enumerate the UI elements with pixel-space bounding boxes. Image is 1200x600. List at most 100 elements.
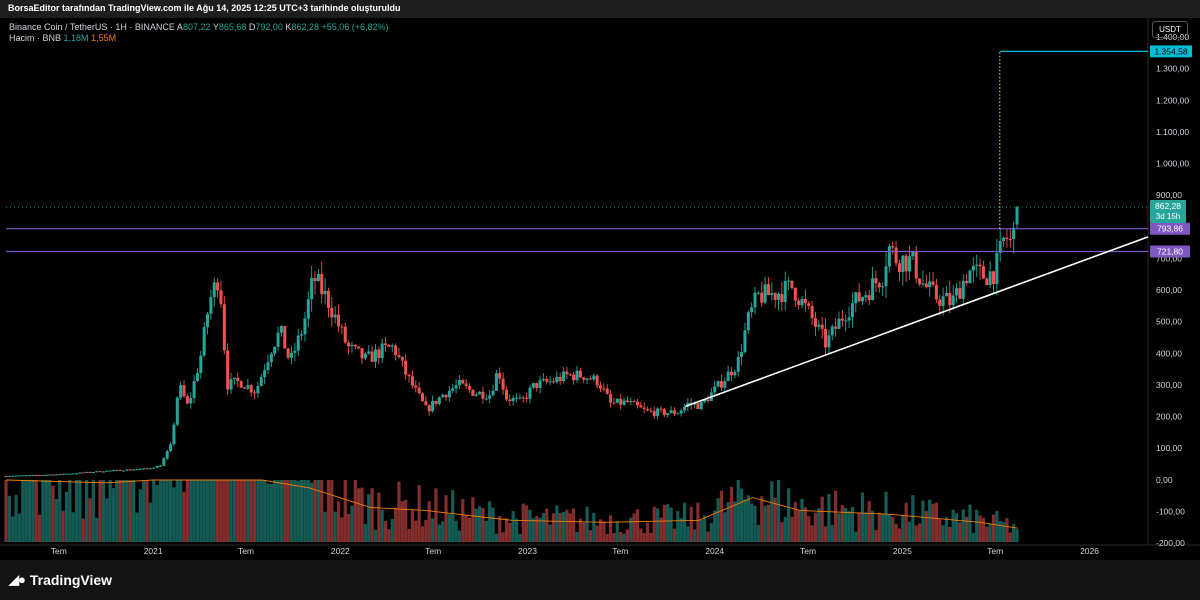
candle-body: [730, 371, 734, 376]
volume-bar: [91, 480, 95, 542]
volume-bar: [202, 480, 206, 542]
candle-body: [777, 293, 781, 300]
volume-bar: [353, 480, 357, 542]
volume-bar: [54, 499, 58, 542]
volume-bar: [81, 518, 85, 542]
candle-body: [971, 265, 975, 271]
candle-body: [793, 287, 797, 301]
volume-bar: [645, 522, 650, 542]
candle-body: [236, 377, 240, 382]
volume-bar: [168, 480, 173, 542]
volume-bar: [212, 480, 216, 542]
volume-bar: [592, 512, 596, 542]
legend-volume-1: 1,18M: [63, 33, 89, 43]
price-chart[interactable]: 1.400,001.300,001.200,001.100,001.000,00…: [0, 18, 1200, 560]
volume-bar: [407, 528, 411, 542]
candle-body: [14, 475, 18, 477]
volume-bar: [427, 501, 431, 542]
candle-body: [424, 401, 428, 406]
volume-bar: [756, 525, 760, 542]
candle-body: [28, 475, 32, 477]
candle-body: [961, 280, 965, 299]
candle-body: [615, 398, 619, 403]
volume-bar: [367, 494, 371, 542]
candle-body: [965, 280, 969, 284]
tradingview-logo-icon: ◢●: [9, 572, 26, 587]
volume-bar: [232, 480, 236, 542]
candle-body: [682, 406, 686, 411]
volume-bar: [343, 480, 347, 542]
candle-body: [887, 246, 891, 267]
candle-body: [68, 473, 72, 475]
volume-bar: [98, 480, 102, 542]
volume-bar: [682, 502, 687, 542]
candle-body: [740, 352, 744, 357]
candle-body: [51, 474, 55, 476]
candle-body: [347, 342, 351, 347]
volume-bar: [729, 486, 734, 542]
volume-bar: [545, 508, 549, 542]
volume-bar: [961, 509, 965, 542]
volume-bar: [283, 480, 287, 542]
tradingview-logo[interactable]: ◢● TradingView: [9, 572, 112, 588]
candle-body: [733, 371, 737, 376]
volume-bar: [750, 503, 754, 542]
candle-body: [918, 278, 922, 285]
currency-button[interactable]: USDT: [1152, 21, 1188, 38]
x-tick-label: 2024: [705, 546, 724, 556]
candle-body: [377, 349, 381, 359]
candle-body: [713, 386, 717, 393]
candle-body: [95, 471, 99, 473]
volume-bar: [531, 518, 535, 542]
candle-body: [263, 370, 267, 378]
candle-body: [908, 256, 912, 272]
volume-bar: [699, 519, 703, 542]
candle-body: [995, 253, 999, 285]
candle-body: [504, 389, 508, 400]
candle-body: [955, 288, 959, 296]
horizontal-level-label: 793,86: [1157, 224, 1183, 234]
candle-body: [367, 351, 371, 354]
candle-body: [834, 326, 838, 329]
volume-bar: [296, 480, 300, 542]
candle-body: [232, 377, 236, 380]
candle-body: [461, 379, 465, 384]
candle-body: [400, 356, 404, 361]
candle-body: [290, 352, 293, 358]
candle-body: [676, 413, 680, 415]
candle-body: [306, 299, 310, 319]
volume-bar: [938, 519, 942, 542]
bar-countdown-label: 3d 15h: [1156, 212, 1180, 221]
candle-body: [118, 469, 122, 471]
volume-bar: [1012, 524, 1016, 542]
candle-body: [88, 471, 92, 473]
candle-body: [246, 385, 250, 389]
volume-bar: [182, 491, 186, 542]
candle-body: [797, 300, 801, 306]
volume-bar: [48, 480, 52, 542]
y-tick-label: 1.300,00: [1156, 64, 1189, 74]
candle-body: [531, 382, 535, 388]
candle-body: [98, 471, 102, 473]
volume-bar: [491, 507, 495, 542]
volume-bar: [125, 480, 129, 542]
candle-body: [286, 348, 290, 358]
candle-body: [21, 475, 25, 477]
candle-body: [699, 401, 703, 410]
candle-body: [763, 284, 767, 303]
volume-bar: [118, 480, 122, 542]
volume-bar: [417, 485, 421, 542]
volume-bar: [172, 487, 176, 542]
candle-body: [91, 471, 95, 473]
candle-body: [108, 470, 112, 472]
volume-bar: [763, 505, 767, 542]
candle-body: [24, 475, 28, 477]
candle-body: [592, 375, 596, 380]
candle-body: [380, 343, 384, 359]
volume-bar: [310, 482, 314, 542]
candle-body: [790, 280, 794, 288]
volume-bar: [78, 480, 82, 542]
horizontal-level-tag: [1150, 245, 1190, 258]
candle-body: [521, 397, 525, 399]
legend-low-label: D: [248, 22, 256, 32]
